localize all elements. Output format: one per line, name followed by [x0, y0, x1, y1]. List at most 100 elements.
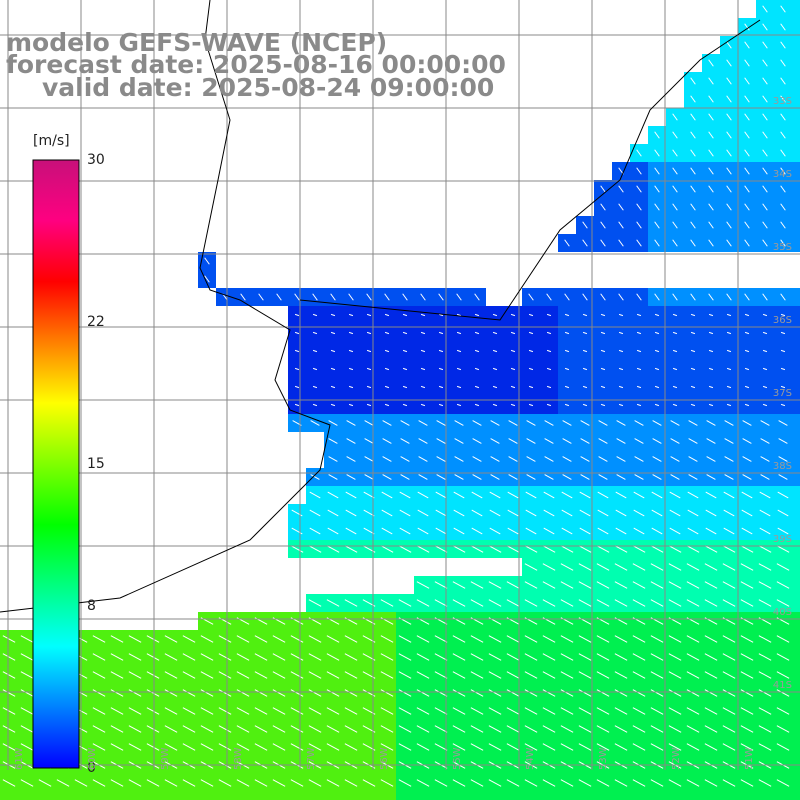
- wind-arrow: [708, 167, 714, 175]
- wind-arrow: [438, 367, 444, 371]
- wind-arrow: [760, 474, 770, 480]
- wind-arrow: [596, 545, 610, 553]
- wind-arrow: [615, 527, 627, 535]
- wind-arrow: [758, 689, 772, 697]
- wind-arrow: [636, 185, 642, 193]
- wind-arrow: [470, 653, 484, 661]
- wind-arrow: [672, 403, 678, 407]
- wind-arrow: [578, 599, 592, 607]
- wind-arrow: [705, 527, 717, 535]
- wind-arrow: [650, 725, 664, 733]
- wind-arrow: [164, 743, 178, 751]
- wind-arrow: [704, 707, 718, 715]
- wind-arrow: [762, 313, 768, 317]
- wind-arrow: [452, 779, 466, 787]
- wind-arrow: [434, 581, 448, 589]
- wind-arrow: [92, 707, 106, 715]
- wind-arrow: [669, 527, 681, 535]
- wind-arrow: [92, 635, 106, 643]
- wind-arrow: [452, 725, 466, 733]
- wind-arrow: [740, 725, 754, 733]
- wind-arrow: [326, 743, 340, 751]
- wind-arrow: [456, 313, 462, 317]
- wind-arrow: [632, 635, 646, 643]
- wind-arrow: [402, 385, 408, 389]
- wind-arrow: [327, 491, 339, 499]
- wind-arrow: [762, 349, 768, 353]
- wind-arrow: [326, 725, 340, 733]
- wind-arrow: [668, 671, 682, 679]
- wind-arrow: [146, 779, 160, 787]
- wind-arrow: [276, 293, 282, 301]
- wind-arrow: [546, 349, 552, 353]
- wind-arrow: [506, 545, 520, 553]
- wind-arrow: [780, 221, 786, 229]
- wind-arrow: [740, 779, 754, 787]
- wind-arrow: [776, 653, 790, 661]
- wind-arrow: [651, 491, 663, 499]
- wind-arrow: [128, 689, 142, 697]
- wind-arrow: [632, 563, 646, 571]
- wind-arrow: [146, 635, 160, 643]
- wind-arrow: [508, 420, 518, 426]
- wind-arrow: [560, 653, 574, 661]
- wind-arrow: [326, 653, 340, 661]
- wind-arrow: [544, 438, 554, 444]
- wind-arrow: [724, 438, 734, 444]
- wind-arrow: [400, 474, 410, 480]
- wind-arrow: [582, 239, 588, 247]
- wind-arrow: [690, 95, 696, 103]
- wind-arrow: [650, 779, 664, 787]
- wind-arrow: [382, 456, 392, 462]
- wind-arrow: [688, 456, 698, 462]
- wind-arrow: [381, 509, 393, 517]
- wind-arrow: [452, 689, 466, 697]
- wind-arrow: [470, 725, 484, 733]
- wind-arrow: [780, 331, 786, 335]
- lat-label: 35S: [772, 242, 792, 253]
- wind-arrow: [776, 563, 790, 571]
- wind-arrow: [708, 77, 714, 85]
- wind-arrow: [254, 707, 268, 715]
- wind-arrow: [128, 671, 142, 679]
- wind-arrow: [776, 599, 790, 607]
- wind-arrow: [204, 275, 210, 283]
- wind-arrow: [722, 599, 736, 607]
- colorbar-tick-label: 22: [87, 314, 105, 331]
- wind-arrow: [668, 581, 682, 589]
- lat-label: 34S: [772, 169, 792, 180]
- wind-arrow: [744, 221, 750, 229]
- wind-arrow: [542, 563, 556, 571]
- wind-arrow: [38, 779, 52, 787]
- wind-arrow: [776, 743, 790, 751]
- wind-arrow: [744, 331, 750, 335]
- wind-arrow: [546, 403, 552, 407]
- wind-arrow: [582, 221, 588, 229]
- wind-arrow: [726, 221, 732, 229]
- wind-arrow: [780, 185, 786, 193]
- wind-arrow: [452, 545, 466, 553]
- wind-arrow: [200, 671, 214, 679]
- wind-arrow: [758, 653, 772, 661]
- wind-arrow: [542, 725, 556, 733]
- wind-arrow: [2, 689, 16, 697]
- wind-arrow: [762, 167, 768, 175]
- wind-arrow: [435, 527, 447, 535]
- colorbar-unit: [m/s]: [33, 133, 70, 149]
- wind-arrow: [634, 438, 644, 444]
- wind-arrow: [726, 239, 732, 247]
- wind-arrow: [200, 653, 214, 661]
- wind-arrow: [614, 599, 628, 607]
- wind-arrow: [723, 527, 735, 535]
- wind-arrow: [762, 403, 768, 407]
- wind-arrow: [200, 779, 214, 787]
- wind-arrow: [488, 545, 502, 553]
- wind-arrow: [308, 653, 322, 661]
- wind-arrow: [672, 113, 678, 121]
- wind-arrow: [508, 456, 518, 462]
- wind-arrow: [564, 367, 570, 371]
- wind-arrow: [726, 77, 732, 85]
- wind-arrow: [346, 474, 356, 480]
- wind-arrow: [744, 167, 750, 175]
- wind-arrow: [492, 367, 498, 371]
